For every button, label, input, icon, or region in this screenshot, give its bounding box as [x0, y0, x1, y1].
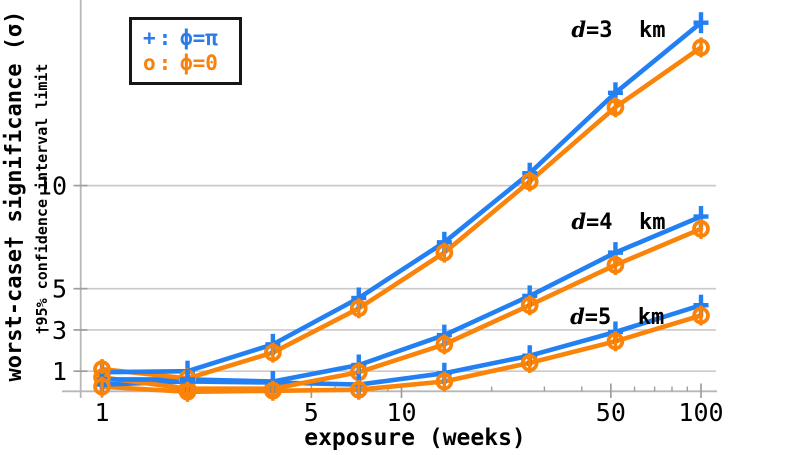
y-tick-label-10: 10 [37, 172, 67, 201]
circle-marker-icon: o: [143, 51, 175, 76]
plus-marker-icon: +: [143, 25, 175, 50]
x-tick-label-5: 5 [304, 398, 319, 427]
y-tick-label-1: 1 [52, 357, 67, 386]
y-axis-note: †95% confidence interval limit [33, 63, 51, 335]
y-tick-label-3: 3 [52, 316, 67, 345]
series-label-text: =5 km [584, 304, 665, 330]
legend: +: ϕ=π o: ϕ=0 [129, 17, 242, 85]
series-d5-phi-0-markers [93, 305, 710, 402]
legend-row-phi-pi: +: ϕ=π [143, 25, 239, 50]
series-d4-phi-pi-line [99, 214, 704, 384]
y-tick-label-5: 5 [52, 275, 67, 304]
x-tick-label-50: 50 [596, 398, 626, 427]
legend-label-phi-pi: ϕ=π [180, 25, 218, 50]
series-label-d5km: d=5 km [570, 304, 664, 330]
series-label-var: d [571, 208, 587, 234]
x-tick-label-1: 1 [94, 398, 109, 427]
series-d3-phi-0-line [99, 45, 704, 381]
legend-row-phi-0: o: ϕ=0 [143, 53, 239, 74]
x-tick-label-100: 100 [678, 398, 723, 427]
series-d4-phi-0-line [99, 226, 704, 392]
series-label-text: =4 km [586, 209, 666, 235]
series-d3-phi-pi-line [99, 20, 704, 375]
x-tick-label-10: 10 [386, 398, 416, 427]
y-axis-title: worst-case† significance (σ) [2, 10, 27, 382]
series-label-text: =3 km [586, 17, 666, 43]
series-label-d3km: d=3 km [571, 17, 665, 43]
series-label-d4km: d=4 km [571, 209, 665, 235]
series-d5-phi-0-line [99, 313, 704, 395]
x-axis-title: exposure (weeks) [304, 425, 526, 451]
series-label-var: d [571, 16, 587, 42]
series-label-var: d [570, 303, 585, 329]
legend-label-phi-0: ϕ=0 [180, 51, 218, 76]
